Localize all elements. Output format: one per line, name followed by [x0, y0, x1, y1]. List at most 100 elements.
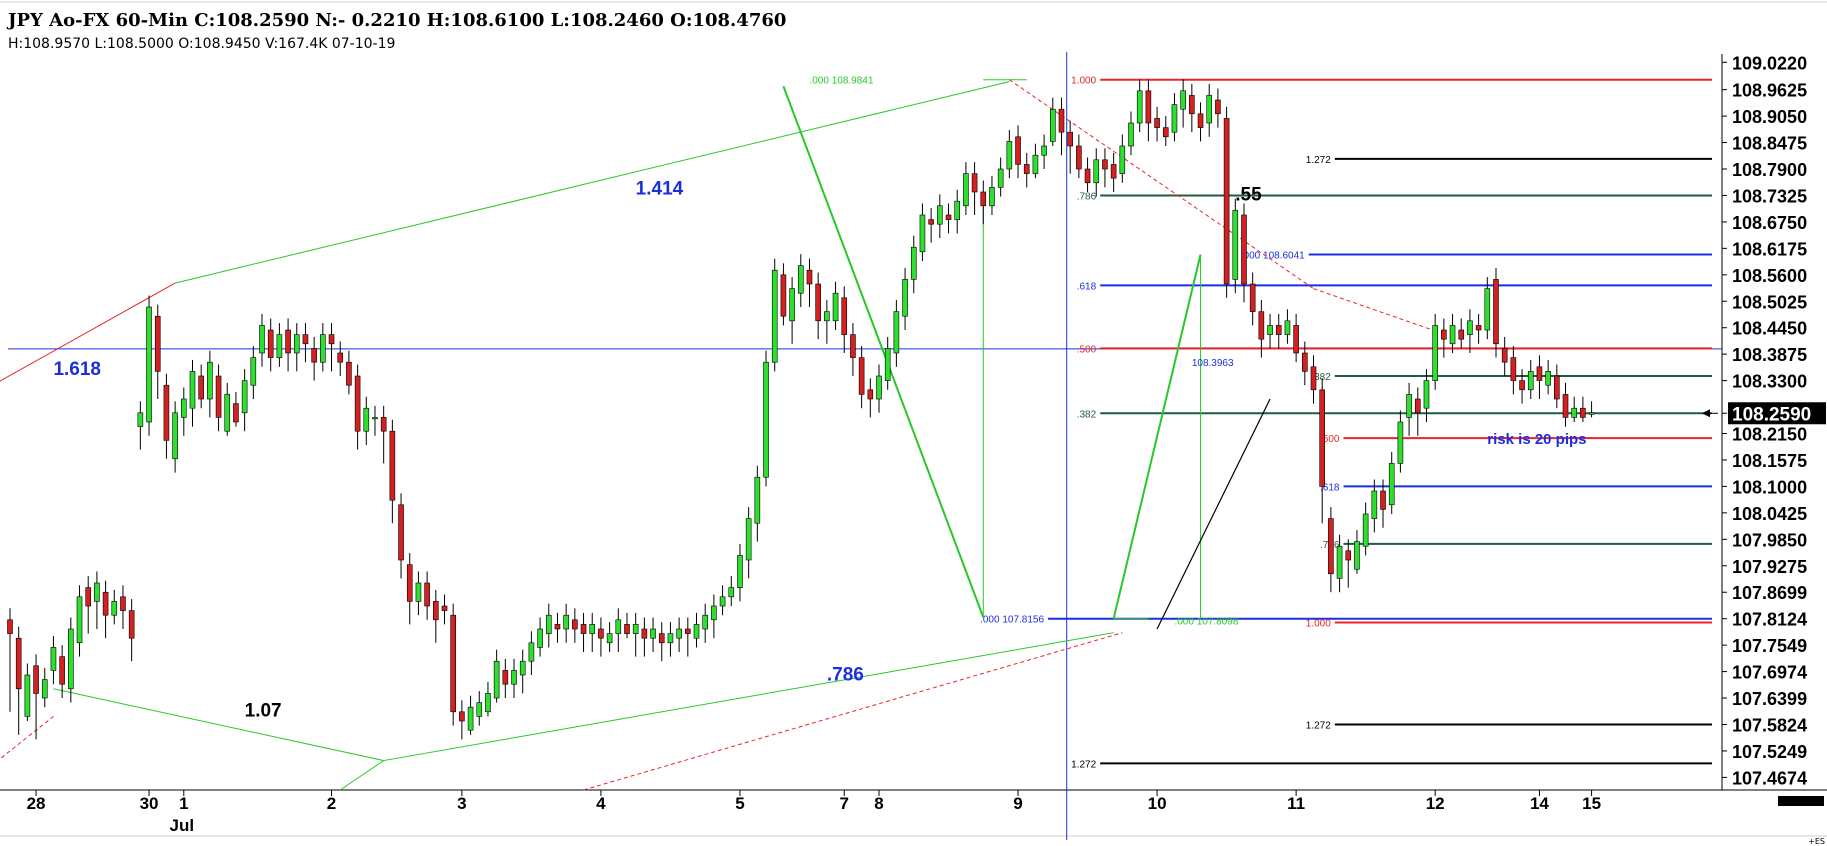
candle-down[interactable]	[815, 283, 821, 322]
candle-down[interactable]	[450, 614, 456, 713]
candle-down[interactable]	[15, 637, 22, 690]
candle-down[interactable]	[1067, 131, 1073, 147]
candle-down[interactable]	[85, 587, 92, 607]
candle-down[interactable]	[1519, 380, 1525, 391]
candle-up[interactable]	[1093, 159, 1100, 184]
candle-down[interactable]	[850, 334, 856, 358]
candle-down[interactable]	[1015, 136, 1021, 165]
candle-up[interactable]	[902, 279, 908, 317]
candle-down[interactable]	[1319, 389, 1325, 487]
candle-down[interactable]	[102, 591, 109, 616]
candle-down[interactable]	[945, 214, 952, 220]
candle-down[interactable]	[1162, 127, 1169, 138]
candle-down[interactable]	[641, 628, 648, 639]
candle-up[interactable]	[537, 628, 543, 648]
candle-down[interactable]	[1023, 164, 1030, 174]
candle-up[interactable]	[954, 200, 961, 220]
scroll-handle[interactable]	[1778, 796, 1824, 806]
candle-down[interactable]	[554, 624, 561, 630]
candle-down[interactable]	[598, 628, 604, 639]
candle-down[interactable]	[806, 269, 813, 285]
candle-down[interactable]	[971, 173, 978, 193]
candle-down[interactable]	[858, 357, 865, 395]
candle-up[interactable]	[789, 288, 795, 322]
candle-down[interactable]	[1084, 168, 1091, 184]
candle-up[interactable]	[320, 334, 326, 363]
candle-down[interactable]	[1189, 95, 1195, 115]
candle-up[interactable]	[111, 601, 118, 616]
candle-up[interactable]	[632, 624, 639, 634]
candle-down[interactable]	[398, 504, 404, 561]
candle-down[interactable]	[1475, 325, 1482, 331]
candle-down[interactable]	[424, 582, 430, 607]
candle-up[interactable]	[797, 265, 804, 294]
candle-down[interactable]	[1580, 407, 1586, 418]
candle-up[interactable]	[1041, 145, 1047, 156]
candle-up[interactable]	[1371, 490, 1378, 519]
candle-down[interactable]	[1223, 118, 1230, 285]
candle-up[interactable]	[1171, 104, 1178, 133]
candle-down[interactable]	[441, 605, 448, 611]
candle-up[interactable]	[415, 582, 422, 602]
candle-up[interactable]	[545, 614, 552, 634]
candle-up[interactable]	[963, 173, 969, 207]
candle-up[interactable]	[276, 334, 283, 358]
candle-up[interactable]	[1571, 407, 1577, 418]
candle-down[interactable]	[1110, 164, 1117, 179]
candle-down[interactable]	[1441, 329, 1447, 340]
candle-down[interactable]	[1058, 108, 1065, 133]
candle-up[interactable]	[1449, 325, 1456, 345]
candle-up[interactable]	[485, 693, 491, 713]
candle-down[interactable]	[1345, 550, 1352, 561]
candle-down[interactable]	[1154, 118, 1160, 128]
candle-up[interactable]	[224, 394, 231, 432]
candle-up[interactable]	[989, 187, 995, 207]
candle-down[interactable]	[580, 624, 587, 634]
candle-up[interactable]	[919, 214, 926, 253]
candle-down[interactable]	[163, 384, 170, 441]
candle-down[interactable]	[1275, 325, 1282, 335]
candle-down[interactable]	[1102, 159, 1108, 170]
candle-up[interactable]	[76, 596, 83, 644]
candle-up[interactable]	[650, 628, 656, 639]
candle-up[interactable]	[1232, 210, 1239, 280]
candle-down[interactable]	[33, 665, 39, 694]
candle-up[interactable]	[693, 624, 700, 639]
candle-up[interactable]	[476, 702, 483, 717]
candle-down[interactable]	[1458, 329, 1465, 340]
candle-up[interactable]	[832, 292, 839, 322]
candle-down[interactable]	[328, 334, 335, 345]
candle-down[interactable]	[1076, 145, 1082, 170]
candle-up[interactable]	[146, 306, 152, 423]
candle-down[interactable]	[1380, 490, 1386, 510]
candle-down[interactable]	[198, 375, 204, 400]
candle-down[interactable]	[624, 624, 630, 634]
candle-up[interactable]	[363, 407, 370, 432]
candle-up[interactable]	[1432, 325, 1438, 381]
candle-up[interactable]	[884, 348, 891, 381]
candle-up[interactable]	[667, 633, 674, 644]
candle-down[interactable]	[780, 274, 787, 317]
candle-up[interactable]	[241, 380, 248, 414]
candle-up[interactable]	[1545, 371, 1551, 386]
candle-up[interactable]	[1527, 371, 1534, 391]
candle-up[interactable]	[824, 311, 830, 322]
candle-up[interactable]	[1284, 320, 1291, 335]
candle-up[interactable]	[615, 619, 622, 634]
candle-down[interactable]	[841, 297, 848, 335]
candle-up[interactable]	[563, 614, 569, 630]
candle-up[interactable]	[876, 375, 882, 400]
candle-down[interactable]	[311, 348, 317, 363]
candle-down[interactable]	[502, 670, 509, 685]
candle-down[interactable]	[1302, 352, 1308, 372]
candle-up[interactable]	[606, 633, 613, 644]
candle-up[interactable]	[1128, 122, 1134, 147]
candle-down[interactable]	[1197, 113, 1204, 128]
candle-up[interactable]	[1406, 394, 1412, 418]
candle-up[interactable]	[250, 357, 257, 386]
candle-up[interactable]	[137, 412, 144, 427]
candle-down[interactable]	[233, 403, 239, 423]
candle-down[interactable]	[433, 601, 439, 621]
candle-down[interactable]	[867, 389, 874, 400]
